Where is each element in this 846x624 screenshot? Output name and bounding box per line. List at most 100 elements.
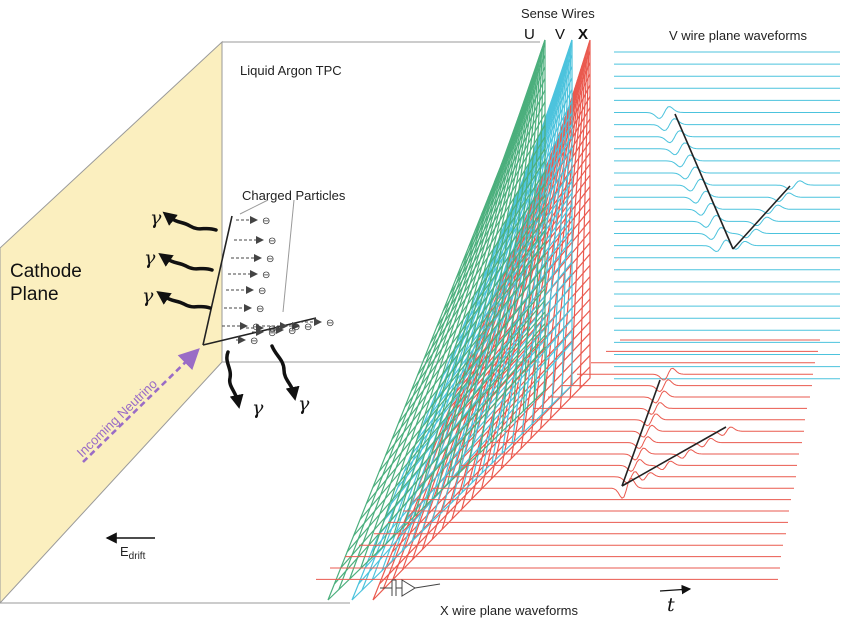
gamma-rays (156, 211, 300, 409)
wire (370, 102, 526, 559)
v-waveform-trace (614, 202, 840, 216)
v-waveform-trace (614, 190, 840, 204)
time-arrow (659, 584, 692, 595)
charged-particles-label: Charged Particles (242, 188, 346, 203)
wire (474, 89, 546, 231)
wire (397, 229, 546, 424)
cathode-label-line1: Cathode (10, 261, 82, 282)
x-waveform-trace (461, 458, 797, 472)
wire (371, 319, 573, 553)
electron-icon: ⊖ (250, 336, 258, 347)
gamma-label: γ (150, 207, 162, 229)
v-waveform-trace (614, 227, 840, 240)
wire (514, 66, 573, 199)
wire (533, 43, 545, 401)
x-waveform-tracks (621, 379, 727, 487)
gamma-label: γ (144, 247, 156, 269)
gamma-arrow (162, 211, 218, 232)
wire (385, 253, 546, 456)
electron-icon: ⊖ (304, 322, 312, 333)
v-waveform-trace (614, 239, 840, 253)
wire (551, 47, 571, 405)
wire (333, 346, 546, 585)
wire (495, 100, 573, 247)
wire (561, 43, 572, 395)
gamma-label: γ (252, 397, 264, 419)
v-waveforms-title: V wire plane waveforms (669, 28, 807, 43)
charged-particles-pointers (239, 199, 295, 313)
wire (455, 124, 546, 279)
wire (487, 174, 591, 313)
wire (436, 204, 573, 392)
wire (531, 54, 569, 425)
wire (358, 342, 573, 585)
x-waveform-trace (475, 447, 799, 461)
x-waveform-trace (562, 379, 812, 393)
x-waveforms-title: X wire plane waveforms (440, 603, 578, 618)
u-wire-plane (327, 39, 546, 601)
sense-wires-label: Sense Wires (521, 6, 595, 21)
x-plane-label: X (578, 26, 588, 43)
electron-icon: ⊖ (262, 270, 270, 281)
wire (359, 299, 546, 521)
wire (391, 241, 546, 440)
x-waveform-trace (446, 471, 796, 483)
gamma-arrow (156, 290, 212, 310)
amplifier-icon (380, 579, 441, 597)
electron-icon: ⊖ (268, 236, 276, 247)
v-waveform-trace (614, 166, 840, 180)
gamma-label: γ (298, 393, 310, 415)
wire (446, 74, 535, 485)
v-waveform-trace (614, 142, 840, 156)
v-waveform-trace (614, 118, 840, 132)
wire (442, 148, 546, 312)
wire (365, 288, 546, 504)
wire (449, 136, 546, 296)
electron-icon: ⊖ (268, 328, 276, 339)
wire (521, 57, 568, 434)
electron-drift-lines: ⊖⊖⊖⊖⊖⊖⊖⊖⊖ ⊖ ⊖ ⊖⊖ ⊖ (222, 216, 334, 347)
x-waveform-trace (490, 436, 802, 449)
wire (372, 276, 546, 488)
wire (429, 171, 546, 344)
wire (493, 54, 546, 183)
wire (481, 78, 546, 215)
wire (404, 218, 546, 408)
x-waveform-trace (504, 424, 804, 438)
wire (391, 343, 591, 553)
wire (490, 59, 540, 443)
wire (468, 101, 546, 247)
wire (436, 159, 546, 328)
wire (353, 311, 546, 537)
wire (385, 355, 591, 569)
wire (511, 51, 542, 422)
neutrino-arrow (82, 348, 200, 463)
electron-icon: ⊖ (262, 216, 270, 227)
x-waveform-trace (577, 367, 813, 381)
wire (487, 66, 546, 199)
x-waveform-trace (533, 402, 807, 415)
wire (423, 183, 546, 360)
v-plane-label: V (555, 26, 565, 43)
wire (500, 43, 546, 167)
v-waveforms (614, 51, 840, 380)
x-waveform-trace (548, 390, 810, 404)
wire (461, 113, 546, 263)
electron-icon: ⊖ (258, 286, 266, 297)
x-waveform-trace (519, 413, 805, 427)
wire (501, 55, 541, 433)
v-waveform-trace (614, 130, 840, 144)
edrift-label: Edrift (120, 544, 146, 562)
electron-icon: ⊖ (326, 318, 334, 329)
v-waveform-trace (614, 154, 840, 168)
x-waveform-trace (432, 477, 794, 499)
u-plane-label: U (524, 26, 535, 43)
gamma-arrow (270, 344, 300, 401)
wire (378, 366, 591, 585)
wire (378, 264, 546, 472)
gamma-arrow (225, 350, 244, 409)
wire (346, 323, 546, 553)
electron-icon: ⊖ (268, 324, 276, 335)
